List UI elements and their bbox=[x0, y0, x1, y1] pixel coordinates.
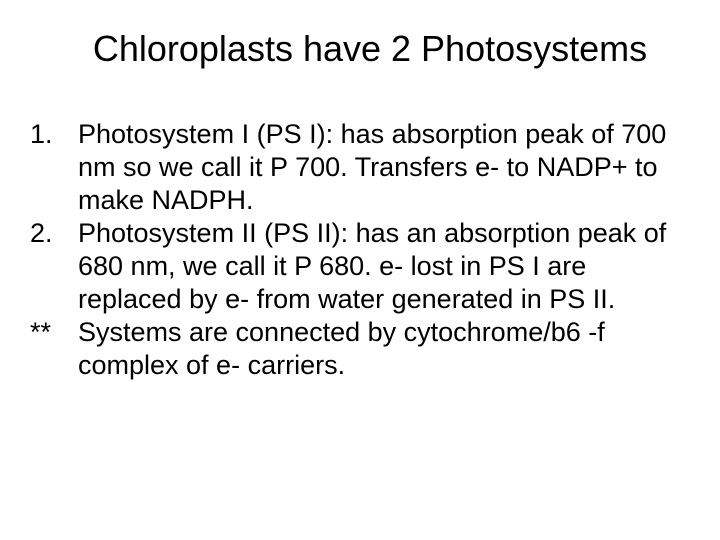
list-text-1: Photosystem I (PS I): has absorption pea… bbox=[78, 118, 696, 217]
slide-title: Chloroplasts have 2 Photosystems bbox=[24, 28, 696, 70]
slide-body: 1. Photosystem I (PS I): has absorption … bbox=[24, 118, 696, 382]
slide: Chloroplasts have 2 Photosystems 1. Phot… bbox=[0, 0, 720, 540]
note-marker: ** bbox=[24, 316, 78, 382]
note-text: Systems are connected by cytochrome/b6 -… bbox=[78, 316, 696, 382]
list-marker-1: 1. bbox=[24, 118, 78, 217]
note-item: ** Systems are connected by cytochrome/b… bbox=[24, 316, 696, 382]
list-marker-2: 2. bbox=[24, 217, 78, 316]
list-text-2: Photosystem II (PS II): has an absorptio… bbox=[78, 217, 696, 316]
list-item: 1. Photosystem I (PS I): has absorption … bbox=[24, 118, 696, 217]
list-item: 2. Photosystem II (PS II): has an absorp… bbox=[24, 217, 696, 316]
